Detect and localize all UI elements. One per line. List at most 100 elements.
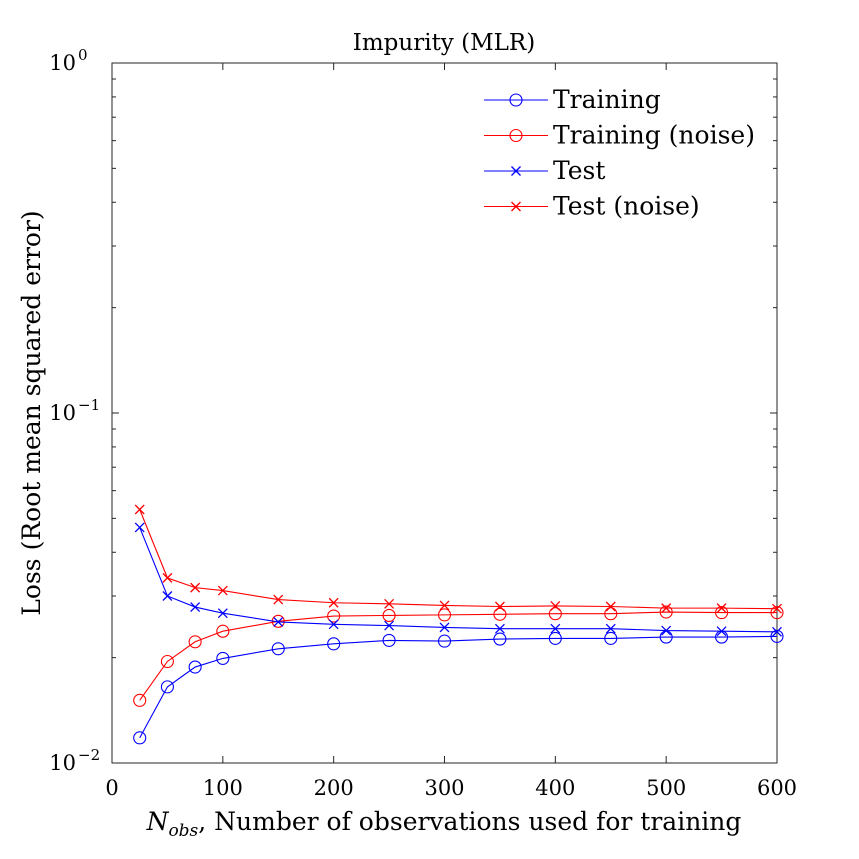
data-point-test-noise — [439, 600, 450, 611]
x-marker-stroke — [328, 597, 339, 608]
x-marker-stroke — [494, 601, 505, 612]
data-point-test-noise — [328, 597, 339, 608]
x-axis-label-text: , Number of observations used for traini… — [198, 807, 741, 836]
data-point-test — [439, 622, 450, 633]
series-line-test-noise — [139, 509, 778, 610]
data-point-training — [382, 633, 396, 647]
data-point-test-noise — [384, 598, 395, 609]
x-marker-stroke — [439, 600, 450, 611]
legend-item: Training — [484, 85, 661, 114]
data-point-test-noise — [273, 594, 284, 605]
legend-marker — [511, 201, 521, 212]
plot-area — [111, 62, 778, 764]
x-marker-stroke — [511, 166, 521, 176]
series-test — [134, 522, 782, 637]
data-point-test-noise — [661, 603, 672, 614]
y-tick-base: 10 — [49, 751, 76, 775]
data-point-training — [493, 632, 507, 646]
x-axis-label-symbol: N — [146, 807, 170, 836]
data-point-test — [716, 626, 727, 637]
data-point-training-noise — [133, 693, 147, 707]
x-tick-label: 600 — [757, 776, 797, 800]
x-axis-label-subscript: obs — [168, 821, 198, 841]
data-point-training — [327, 637, 341, 651]
legend-marker — [511, 166, 521, 176]
x-marker-stroke — [550, 600, 561, 611]
data-point-test — [134, 522, 145, 533]
x-marker-stroke — [384, 598, 395, 609]
data-point-training — [271, 642, 285, 656]
x-marker-stroke — [661, 603, 672, 614]
data-point-training-noise — [548, 607, 562, 621]
chart-title: Impurity (MLR) — [353, 30, 535, 56]
data-point-test — [550, 623, 561, 634]
x-tick-label: 500 — [646, 776, 686, 800]
x-marker-stroke — [273, 616, 284, 627]
x-marker-stroke — [716, 603, 727, 614]
data-point-training-noise — [715, 606, 729, 620]
x-marker-stroke — [162, 591, 173, 601]
x-marker-stroke — [190, 602, 201, 612]
y-tick-base: 10 — [49, 51, 76, 75]
plot-box — [111, 62, 778, 764]
data-point-training — [604, 631, 618, 645]
data-point-training-noise — [659, 605, 673, 619]
data-point-training — [216, 651, 230, 665]
data-point-test — [328, 619, 339, 630]
y-tick-exponent: 0 — [78, 46, 88, 64]
x-marker-stroke — [134, 504, 145, 515]
data-point-test — [661, 625, 672, 636]
data-point-test-noise — [716, 603, 727, 614]
data-point-test-noise — [772, 603, 782, 614]
x-tick-label: 400 — [535, 776, 575, 800]
x-marker-stroke — [439, 622, 450, 633]
data-point-training-noise — [770, 606, 784, 620]
data-point-test-noise — [190, 582, 201, 593]
series-layer — [133, 504, 784, 745]
data-point-training — [770, 629, 784, 643]
data-point-training-noise — [493, 607, 507, 621]
x-marker-stroke — [605, 623, 616, 634]
legend-item: Training (noise) — [484, 121, 755, 150]
y-tick-label: 10 — [49, 51, 76, 75]
x-marker-stroke — [511, 201, 521, 212]
x-marker-stroke — [384, 620, 395, 631]
data-point-training — [133, 731, 147, 745]
y-tick-exponent: −1 — [78, 396, 100, 414]
x-marker-stroke — [550, 623, 561, 634]
data-point-test-noise — [134, 504, 145, 515]
x-marker-stroke — [162, 572, 173, 583]
data-point-training-noise — [216, 624, 230, 638]
x-axis-label: Nobs, Number of observations used for tr… — [146, 807, 742, 841]
x-marker-stroke — [716, 626, 727, 637]
data-point-training-noise — [327, 609, 341, 623]
data-point-test — [605, 623, 616, 634]
data-point-test — [273, 616, 284, 627]
legend-marker — [509, 128, 523, 143]
x-marker-stroke — [494, 623, 505, 634]
y-tick-base: 10 — [49, 401, 76, 425]
legend: Training Training (noise) Test Test (noise) — [484, 85, 755, 221]
data-point-test — [217, 608, 228, 619]
data-point-test-noise — [550, 600, 561, 611]
legend-label: Training (noise) — [553, 121, 755, 150]
y-tick-exponent: −2 — [78, 746, 100, 764]
data-point-training — [548, 631, 562, 645]
x-marker-stroke — [217, 608, 228, 619]
data-point-training-noise — [160, 654, 174, 669]
data-point-test — [772, 626, 782, 637]
legend-item: Test — [484, 156, 605, 185]
x-marker-stroke — [661, 625, 672, 636]
x-tick-label: 300 — [424, 776, 464, 800]
x-marker-stroke — [605, 601, 616, 612]
data-point-test-noise — [217, 585, 228, 596]
series-test-noise — [134, 504, 782, 614]
series-line-test — [139, 527, 778, 633]
data-point-test-noise — [162, 572, 173, 583]
x-marker-stroke — [772, 626, 782, 637]
series-line-training-noise — [139, 611, 777, 701]
data-point-training-noise — [188, 635, 202, 649]
y-axis-label: Loss (Root mean squared error) — [17, 210, 46, 615]
x-marker-stroke — [772, 603, 782, 614]
